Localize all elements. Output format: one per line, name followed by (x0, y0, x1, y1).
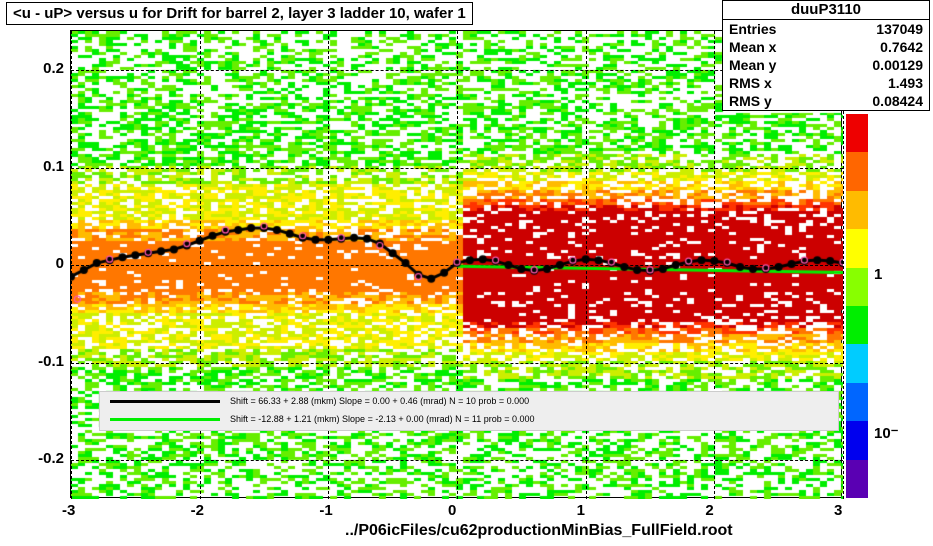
stats-value: 137049 (876, 20, 923, 38)
x-tick-label: 1 (577, 502, 585, 519)
title-text: <u - uP> versus u for Drift for barrel 2… (13, 5, 466, 22)
x-tick-label: 2 (705, 502, 713, 519)
legend-swatch (110, 418, 220, 421)
colorbar-segment (846, 306, 868, 344)
legend-text: Shift = -12.88 + 1.21 (mkm) Slope = -2.1… (230, 414, 535, 424)
stats-value: 0.00129 (872, 56, 923, 74)
stats-row: RMS x 1.493 (723, 74, 929, 92)
colorbar-segment (846, 268, 868, 306)
stats-label: Entries (729, 20, 776, 38)
colorbar (846, 114, 868, 498)
colorbar-segment (846, 383, 868, 421)
stats-row: Mean y 0.00129 (723, 56, 929, 74)
x-tick-label: -3 (62, 502, 75, 519)
fit-legend: Shift = 66.33 + 2.88 (mkm) Slope = 0.00 … (99, 391, 839, 431)
chart-container: <u - uP> versus u for Drift for barrel 2… (0, 0, 933, 546)
colorbar-segment (846, 114, 868, 152)
stats-label: Mean x (729, 38, 776, 56)
stats-label: RMS x (729, 74, 772, 92)
colorbar-segment (846, 191, 868, 229)
legend-text: Shift = 66.33 + 2.88 (mkm) Slope = 0.00 … (230, 396, 529, 406)
legend-swatch (110, 400, 220, 403)
stats-row: RMS y 0.08424 (723, 92, 929, 110)
stats-label: Mean y (729, 56, 776, 74)
y-tick-label: 0.1 (14, 158, 64, 175)
x-tick-label: -1 (319, 502, 332, 519)
x-tick-label: 0 (448, 502, 456, 519)
y-tick-label: 0 (14, 255, 64, 272)
colorbar-segment (846, 460, 868, 498)
stats-value: 0.08424 (872, 92, 923, 110)
chart-title: <u - uP> versus u for Drift for barrel 2… (6, 2, 473, 25)
stats-box: duuP3110 Entries137049Mean x0.7642Mean y… (722, 0, 930, 111)
legend-row: Shift = -12.88 + 1.21 (mkm) Slope = -2.1… (100, 410, 838, 428)
y-tick-label: -0.2 (14, 450, 64, 467)
y-tick-label: -0.1 (14, 353, 64, 370)
x-tick-label: 3 (834, 502, 842, 519)
colorbar-segment (846, 344, 868, 382)
stats-value: 0.7642 (880, 38, 923, 56)
stats-title: duuP3110 (723, 1, 929, 20)
colorbar-segment (846, 152, 868, 190)
y-tick-label: 0.2 (14, 60, 64, 77)
colorbar-segment (846, 421, 868, 459)
colorbar-tick-label: 10⁻ (874, 424, 899, 442)
x-tick-label: -2 (191, 502, 204, 519)
stats-row: Entries 137049 (723, 20, 929, 38)
file-path-label: ../P06icFiles/cu62productionMinBias_Full… (345, 522, 733, 540)
colorbar-tick-label: 1 (874, 266, 882, 283)
colorbar-segment (846, 229, 868, 267)
stats-label: RMS y (729, 92, 772, 110)
file-path-text: ../P06icFiles/cu62productionMinBias_Full… (345, 522, 733, 539)
stats-value: 1.493 (888, 74, 923, 92)
stats-row: Mean x 0.7642 (723, 38, 929, 56)
legend-row: Shift = 66.33 + 2.88 (mkm) Slope = 0.00 … (100, 392, 838, 410)
